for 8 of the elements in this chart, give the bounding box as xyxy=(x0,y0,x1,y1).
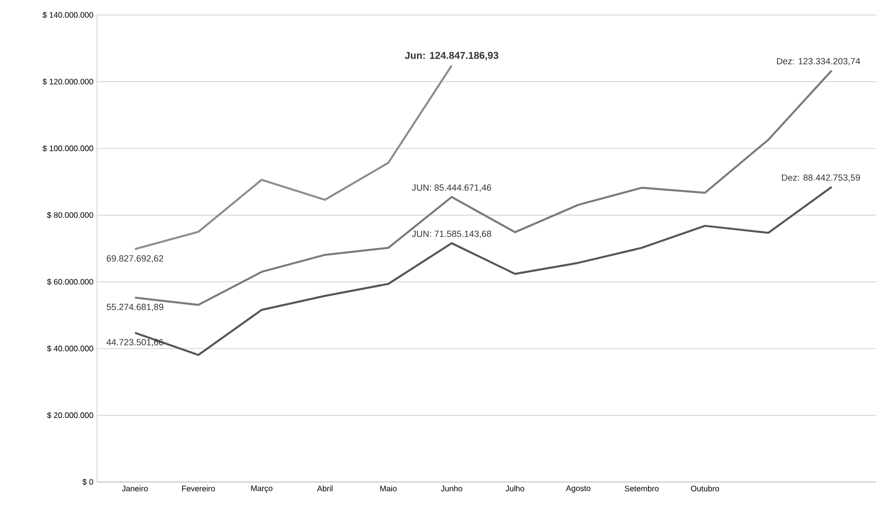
data-label: 69.827.692,62 xyxy=(106,255,164,263)
data-label: Dez: 123.334.203,74 xyxy=(777,58,860,66)
data-label: 55.274.681,89 xyxy=(106,304,164,312)
data-label: Dez: 88.442.753,59 xyxy=(782,174,860,182)
data-label: JUN: 71.585.143,68 xyxy=(412,230,492,238)
data-label: 44.723.501,66 xyxy=(106,338,164,346)
data-label: JUN: 85.444.671,46 xyxy=(412,184,492,192)
data-label: Jun: 124.847.186,93 xyxy=(404,52,498,60)
